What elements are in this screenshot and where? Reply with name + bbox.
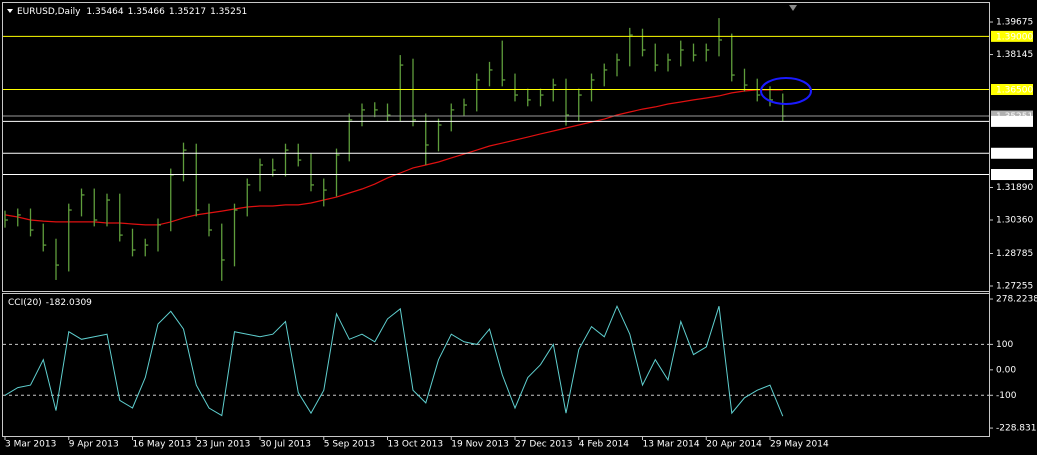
x-tick-label: 19 Nov 2013 <box>451 440 509 450</box>
y-tick-label: 278.2238 <box>996 295 1037 305</box>
x-tick-label: 16 May 2013 <box>133 440 192 450</box>
y-tick-label: 1.30360 <box>996 216 1033 226</box>
level-box <box>991 84 1033 96</box>
x-tick-label: 29 May 2014 <box>770 440 829 450</box>
cci-name: CCI(20) <box>8 298 42 308</box>
menu-arrow[interactable] <box>7 9 13 13</box>
level-box <box>991 30 1033 42</box>
x-tick-label: 9 Apr 2013 <box>69 440 119 450</box>
shift-marker[interactable] <box>789 5 797 11</box>
quote-low: 1.35217 <box>169 7 206 17</box>
x-tick-label: 23 Jun 2013 <box>196 440 250 450</box>
y-tick-label: 1.38145 <box>996 50 1033 60</box>
y-tick-label: 100 <box>996 340 1013 350</box>
chart-header: EURUSD,Daily 1.35464 1.35466 1.35217 1.35251 <box>17 7 247 17</box>
y-tick-label: -100 <box>996 391 1017 401</box>
cci-line <box>4 304 784 417</box>
level-box <box>991 169 1033 181</box>
x-tick-label: 13 Oct 2013 <box>388 440 444 450</box>
level-label: 1.35000 <box>996 117 1033 127</box>
x-tick-label: 13 Mar 2014 <box>643 440 700 450</box>
quote-close: 1.35251 <box>210 7 247 17</box>
plot-layer: 1.39675 1.38145 1.31890 1.30360 1.28785 1.272… <box>3 18 1037 450</box>
level-label: 1.36500 <box>996 86 1033 96</box>
x-tick-label: 3 Mar 2013 <box>5 440 56 450</box>
y-tick-label: 1.27255 <box>996 282 1033 292</box>
quote-open: 1.35464 <box>86 7 123 17</box>
x-tick-label: 30 Jul 2013 <box>260 440 311 450</box>
x-tick-label: 5 Sep 2013 <box>324 440 375 450</box>
level-box <box>991 115 1033 127</box>
level-box <box>991 147 1033 159</box>
y-tick-label: 1.31890 <box>996 183 1033 193</box>
moving-average <box>4 89 783 226</box>
cci-header: CCI(20) -182.0309 <box>8 298 92 308</box>
y-tick-label: 1.28785 <box>996 249 1033 259</box>
level-label: 1.33500 <box>996 149 1033 159</box>
x-tick-label: 20 Apr 2014 <box>706 440 762 450</box>
y-tick-label: 0.00 <box>996 365 1016 375</box>
x-tick-label: 4 Feb 2014 <box>579 440 630 450</box>
level-label: 1.32500 <box>996 171 1033 181</box>
quote-high: 1.35466 <box>128 7 165 17</box>
y-tick-label: -228.8311 <box>996 424 1037 434</box>
level-label: 1.39000 <box>996 32 1033 42</box>
symbol: EURUSD,Daily <box>17 7 81 17</box>
highlight-ellipse <box>760 77 812 105</box>
cci-value: -182.0309 <box>46 298 92 308</box>
x-tick-label: 27 Dec 2013 <box>515 440 573 450</box>
y-tick-label: 1.39675 <box>996 18 1033 28</box>
